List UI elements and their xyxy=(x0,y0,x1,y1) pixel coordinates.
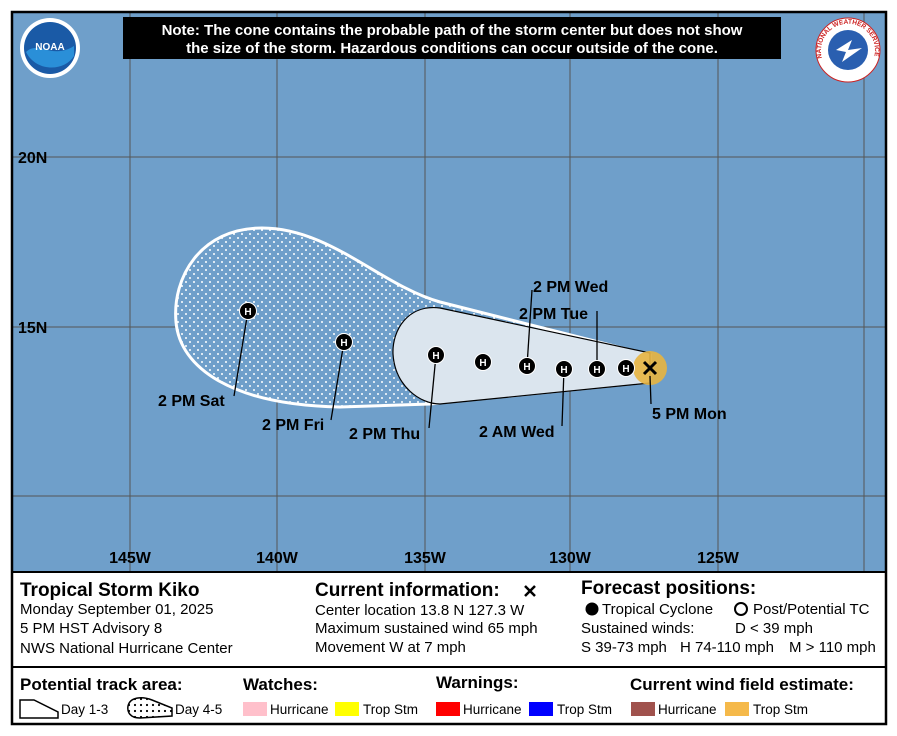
forecast-point xyxy=(588,360,606,378)
warning-ts-swatch xyxy=(529,702,553,716)
wind-ts-swatch xyxy=(725,702,749,716)
forecast-label: 2 PM Fri xyxy=(262,417,324,434)
winds-title: Sustained winds: xyxy=(581,620,694,637)
noaa-wave xyxy=(26,46,74,68)
legend-warning-hurricane: Hurricane xyxy=(463,702,522,717)
wind-hurricane-swatch xyxy=(631,702,655,716)
forecast-symbol: H xyxy=(479,358,486,369)
legend-warning-ts: Trop Stm xyxy=(557,702,612,717)
cone-day13 xyxy=(392,307,651,405)
current-position xyxy=(642,360,658,376)
leader-line xyxy=(330,341,345,421)
frame xyxy=(10,10,888,726)
forecast-point xyxy=(617,359,635,377)
noaa-text: NOAA xyxy=(35,42,64,53)
lat-label: 20N xyxy=(18,150,47,167)
legend-watches-title: Watches: xyxy=(243,675,318,694)
ocean xyxy=(12,12,886,572)
note-box xyxy=(123,17,781,59)
current-movement: Movement W at 7 mph xyxy=(315,639,466,656)
forecast-point xyxy=(335,333,353,351)
note-line: Note: The cone contains the probable pat… xyxy=(162,22,743,39)
forecast-label: 2 PM Sat xyxy=(158,393,225,410)
winds-m: M > 110 mph xyxy=(789,639,876,656)
forecast-label: 2 PM Wed xyxy=(533,279,608,296)
storm-date: Monday September 01, 2025 xyxy=(20,601,213,618)
forecast-point xyxy=(555,360,573,378)
forecast-post: Post/Potential TC xyxy=(753,601,870,618)
day13-icon xyxy=(19,699,59,719)
legend-warnings-title: Warnings: xyxy=(436,673,518,692)
nws-bolt xyxy=(836,40,862,62)
forecast-symbol: H xyxy=(523,362,530,373)
forecast-point xyxy=(474,353,492,371)
current-wind: Maximum sustained wind 65 mph xyxy=(315,620,538,637)
leader-line xyxy=(233,310,249,397)
current-title: Current information: xyxy=(315,580,500,601)
warning-hurricane-swatch xyxy=(436,702,460,716)
forecast-point xyxy=(518,357,536,375)
storm-center: NWS National Hurricane Center xyxy=(20,640,233,657)
lon-label: 140W xyxy=(256,550,299,567)
winds-s: S 39-73 mph xyxy=(581,639,667,656)
forecast-symbol: H xyxy=(622,364,629,375)
forecast-symbol: H xyxy=(593,365,600,376)
lon-label: 145W xyxy=(109,550,152,567)
forecast-point xyxy=(239,302,257,320)
lon-label: 135W xyxy=(404,550,447,567)
current-icon xyxy=(524,585,536,597)
forecast-label: 2 PM Tue xyxy=(519,306,588,323)
day45-icon xyxy=(127,697,173,719)
legend-watch-ts: Trop Stm xyxy=(363,702,418,717)
legend-wind-title: Current wind field estimate: xyxy=(630,675,854,694)
forecast-symbol: H xyxy=(244,307,251,318)
forecast-title: Forecast positions: xyxy=(581,578,756,599)
legend-wind-ts: Trop Stm xyxy=(753,702,808,717)
post-icon xyxy=(734,602,748,616)
lat-label: 15N xyxy=(18,320,47,337)
note-line: the size of the storm. Hazardous conditi… xyxy=(186,40,718,57)
current-label: 5 PM Mon xyxy=(652,406,727,423)
storm-advisory: 5 PM HST Advisory 8 xyxy=(20,620,162,637)
winds-h: H 74-110 mph xyxy=(680,639,774,656)
storm-name: Tropical Storm Kiko xyxy=(20,580,199,601)
forecast-symbol: H xyxy=(560,365,567,376)
forecast-symbol: H xyxy=(340,338,347,349)
forecast-tc: Tropical Cyclone xyxy=(602,601,713,618)
forecast-label: 2 PM Thu xyxy=(349,426,420,443)
forecast-point xyxy=(427,346,445,364)
legend-watch-hurricane: Hurricane xyxy=(270,702,329,717)
lon-label: 125W xyxy=(697,550,740,567)
legend-day45: Day 4-5 xyxy=(175,702,222,717)
lon-label: 130W xyxy=(549,550,592,567)
leader-line xyxy=(561,368,565,427)
watch-ts-swatch xyxy=(335,702,359,716)
tc-icon xyxy=(585,602,599,616)
legend-track-title: Potential track area: xyxy=(20,675,183,694)
forecast-symbol: H xyxy=(432,351,439,362)
legend-wind-hurricane: Hurricane xyxy=(658,702,717,717)
leader-line xyxy=(526,289,533,367)
leader-line xyxy=(428,354,437,429)
leader-line xyxy=(649,375,652,405)
current-location: Center location 13.8 N 127.3 W xyxy=(315,602,525,619)
legend-day13: Day 1-3 xyxy=(61,702,108,717)
forecast-label: 2 AM Wed xyxy=(479,424,555,441)
watch-hurricane-swatch xyxy=(243,702,267,716)
winds-d: D < 39 mph xyxy=(735,620,813,637)
